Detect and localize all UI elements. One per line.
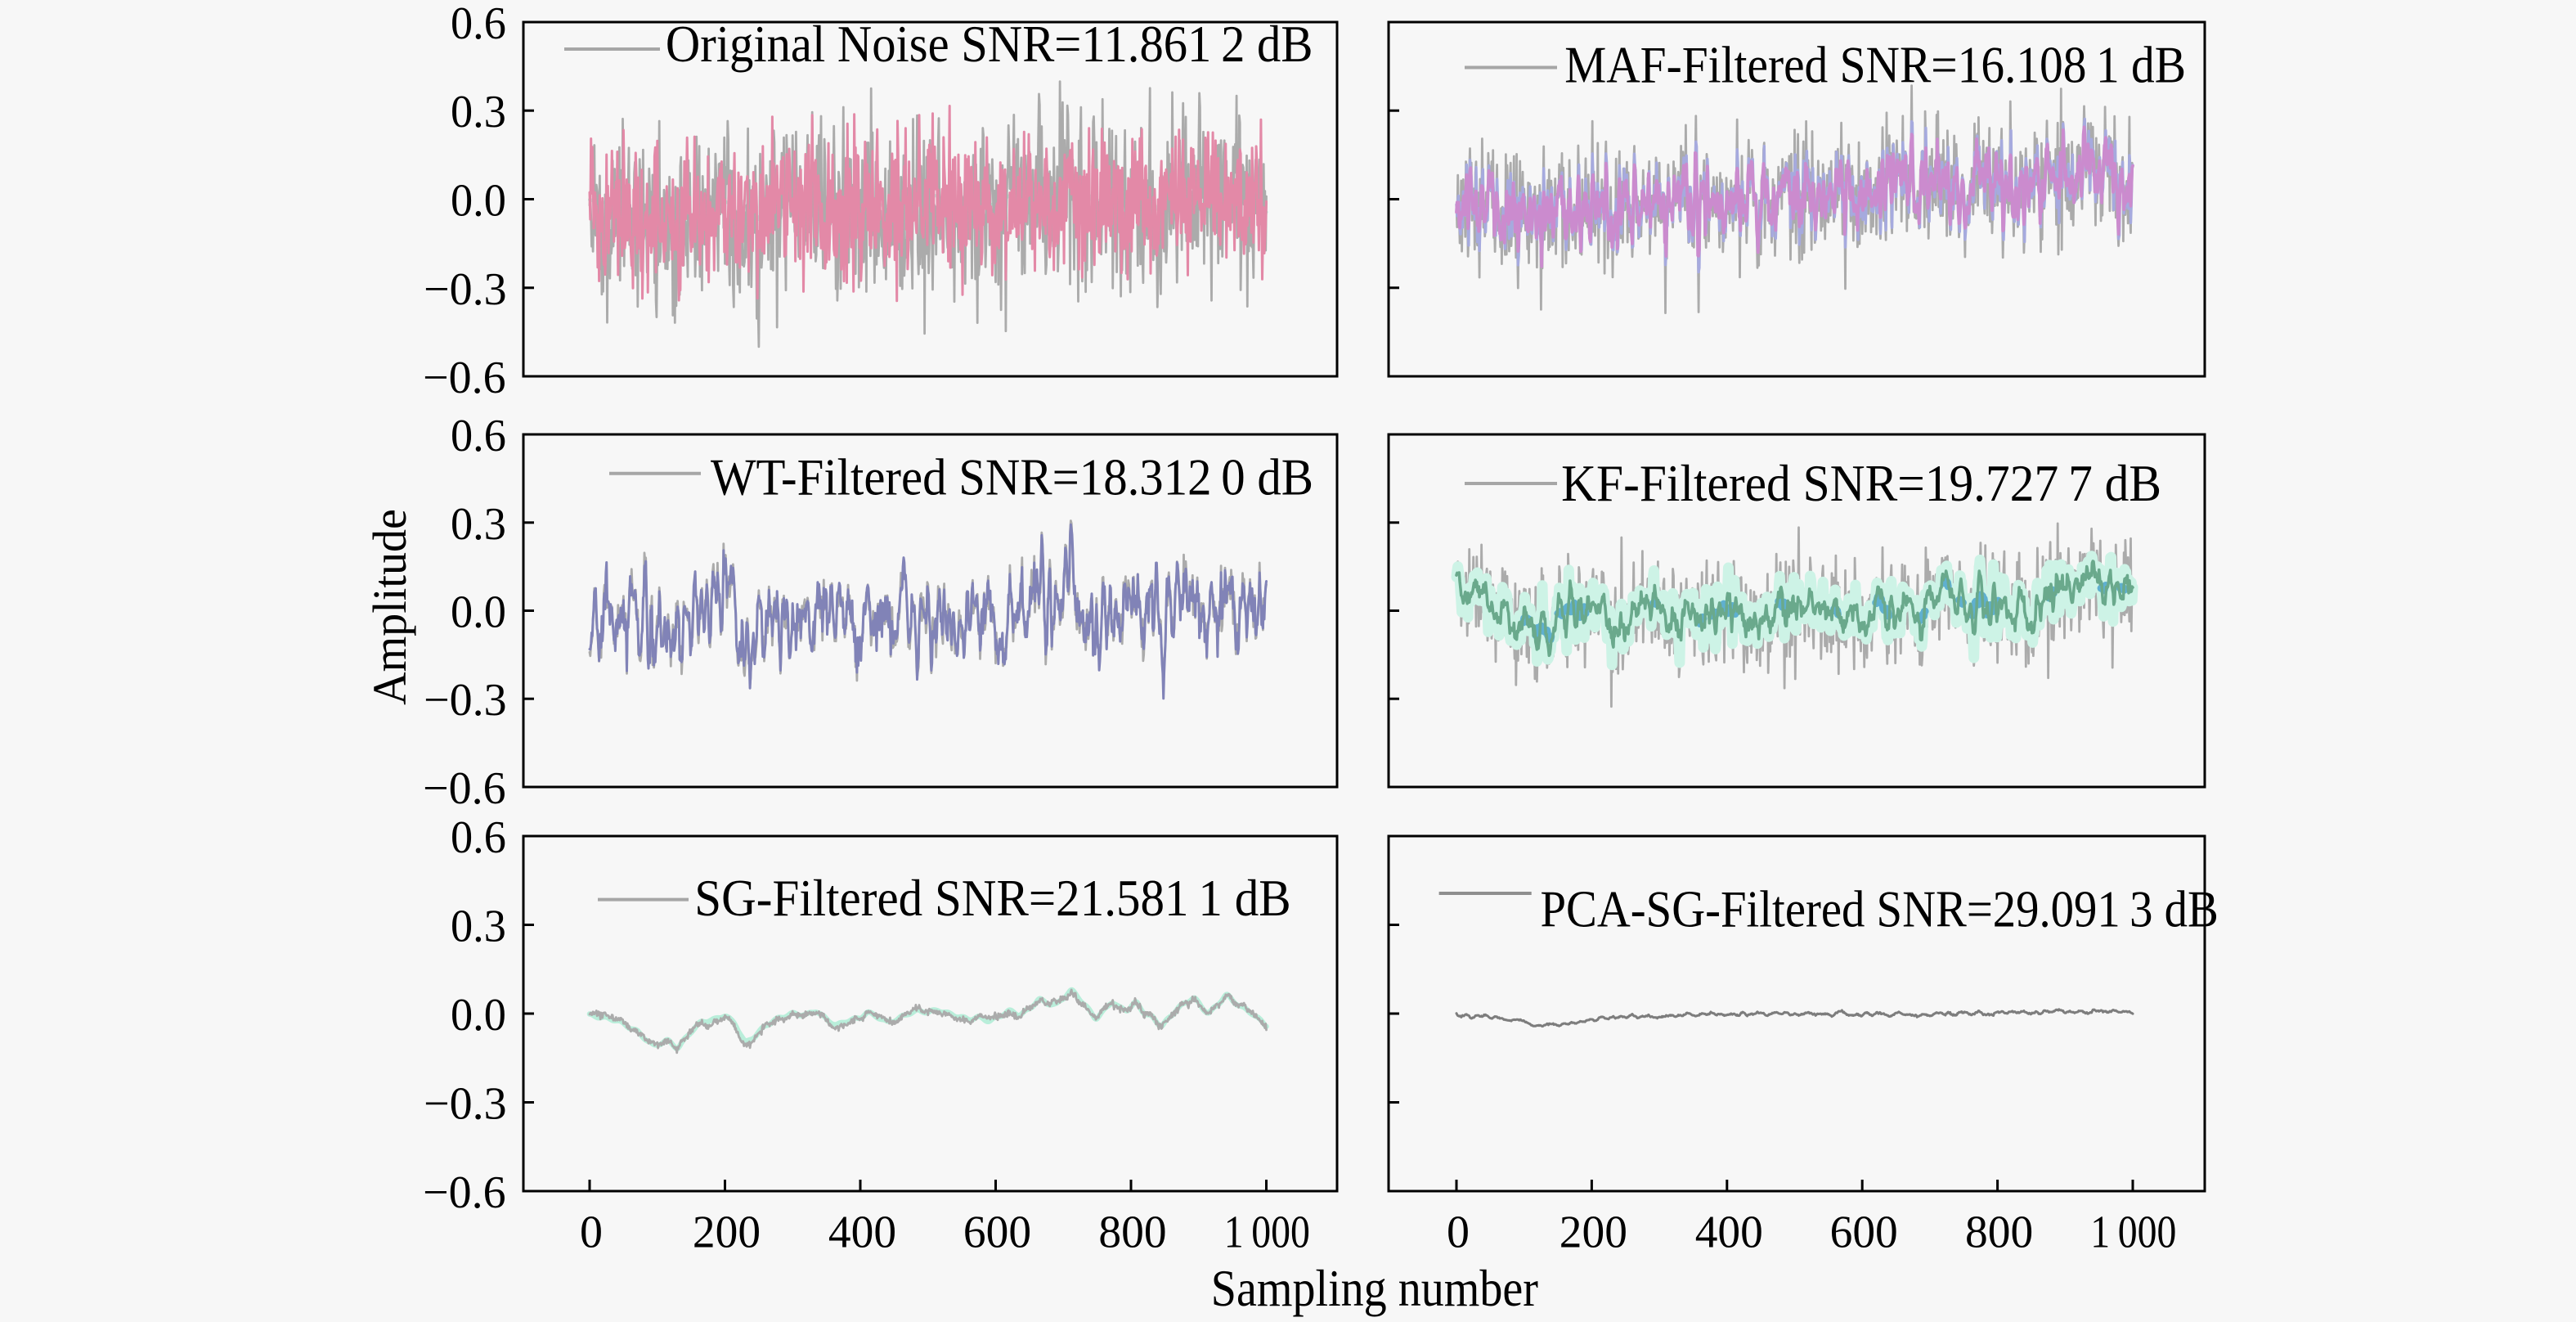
svg-text:600: 600 [1830, 1207, 1898, 1257]
svg-text:0.6: 0.6 [451, 812, 506, 862]
svg-text:0: 0 [580, 1207, 603, 1258]
svg-text:PCA-SG-Filtered SNR=29.091 3 d: PCA-SG-Filtered SNR=29.091 3 dB [1541, 881, 2219, 939]
svg-text:600: 600 [963, 1207, 1031, 1257]
svg-text:Original Noise SNR=11.861 2 dB: Original Noise SNR=11.861 2 dB [666, 16, 1313, 74]
svg-text:1 000: 1 000 [1224, 1207, 1310, 1257]
svg-text:−0.6: −0.6 [423, 1167, 506, 1218]
svg-text:−0.3: −0.3 [424, 675, 507, 726]
svg-text:WT-Filtered SNR=18.312 0 dB: WT-Filtered SNR=18.312 0 dB [711, 448, 1313, 506]
svg-text:1 000: 1 000 [2090, 1207, 2176, 1257]
svg-text:0: 0 [1447, 1207, 1470, 1258]
svg-text:−0.3: −0.3 [424, 1079, 507, 1130]
svg-text:Amplitude: Amplitude [364, 509, 416, 705]
svg-text:800: 800 [1098, 1207, 1166, 1257]
svg-text:0.0: 0.0 [451, 989, 506, 1040]
svg-text:800: 800 [1965, 1207, 2033, 1257]
svg-text:0.6: 0.6 [451, 410, 506, 461]
svg-text:0.3: 0.3 [451, 86, 506, 137]
svg-text:KF-Filtered SNR=19.727 7 dB: KF-Filtered SNR=19.727 7 dB [1561, 455, 2161, 512]
svg-text:−0.3: −0.3 [424, 264, 507, 315]
svg-text:MAF-Filtered SNR=16.108 1 dB: MAF-Filtered SNR=16.108 1 dB [1564, 37, 2186, 95]
svg-text:400: 400 [828, 1207, 896, 1257]
svg-text:0.3: 0.3 [451, 498, 506, 549]
svg-text:Sampling number: Sampling number [1211, 1260, 1538, 1318]
svg-text:−0.6: −0.6 [423, 353, 506, 403]
svg-text:SG-Filtered SNR=21.581 1 dB: SG-Filtered SNR=21.581 1 dB [694, 870, 1290, 928]
svg-text:0.0: 0.0 [451, 587, 506, 637]
svg-text:200: 200 [693, 1207, 761, 1257]
svg-text:−0.6: −0.6 [423, 763, 506, 814]
svg-text:200: 200 [1560, 1207, 1627, 1257]
svg-text:400: 400 [1695, 1207, 1763, 1257]
svg-text:0.3: 0.3 [451, 901, 506, 951]
svg-text:0.0: 0.0 [451, 175, 506, 226]
svg-text:0.6: 0.6 [451, 0, 506, 48]
